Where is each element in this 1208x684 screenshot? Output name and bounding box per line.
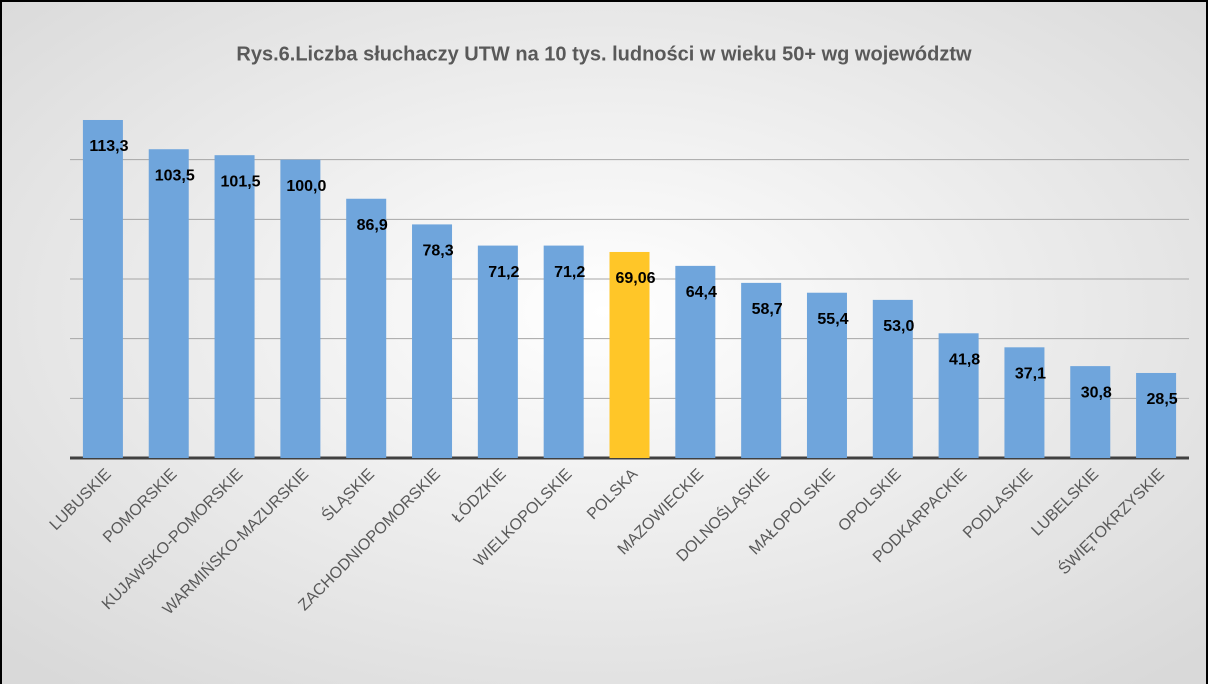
bar <box>1136 372 1177 458</box>
bar <box>543 245 584 458</box>
bar <box>477 245 518 458</box>
bar <box>675 265 716 458</box>
chart-title: Rys.6.Liczba słuchaczy UTW na 10 tys. lu… <box>236 43 972 65</box>
bars <box>82 119 1177 459</box>
bar <box>148 149 189 458</box>
value-label: 103,5 <box>155 167 195 184</box>
value-label: 71,2 <box>554 264 585 281</box>
bar <box>609 251 650 458</box>
bar <box>872 299 913 458</box>
value-label: 100,0 <box>286 178 326 195</box>
value-label: 37,1 <box>1015 366 1046 383</box>
value-label: 41,8 <box>949 352 980 369</box>
bar <box>82 119 123 458</box>
value-label: 28,5 <box>1147 391 1178 408</box>
bar <box>412 224 453 458</box>
value-label: 71,2 <box>488 264 519 281</box>
bar <box>280 159 321 458</box>
bar <box>1004 347 1045 458</box>
value-label: 86,9 <box>357 217 388 234</box>
value-label: 30,8 <box>1081 384 1112 401</box>
bar <box>346 198 387 458</box>
value-label: 69,06 <box>615 270 655 287</box>
value-label: 55,4 <box>817 311 848 328</box>
value-label: 58,7 <box>752 301 783 318</box>
bar <box>938 333 979 458</box>
value-label: 101,5 <box>221 173 261 190</box>
value-label: 53,0 <box>883 318 914 335</box>
value-label: 113,3 <box>89 138 128 155</box>
bar <box>806 292 847 458</box>
value-label: 64,4 <box>686 284 717 301</box>
value-label: 78,3 <box>422 243 453 260</box>
bar <box>1070 366 1111 458</box>
bar <box>214 155 255 459</box>
bar <box>741 282 782 458</box>
